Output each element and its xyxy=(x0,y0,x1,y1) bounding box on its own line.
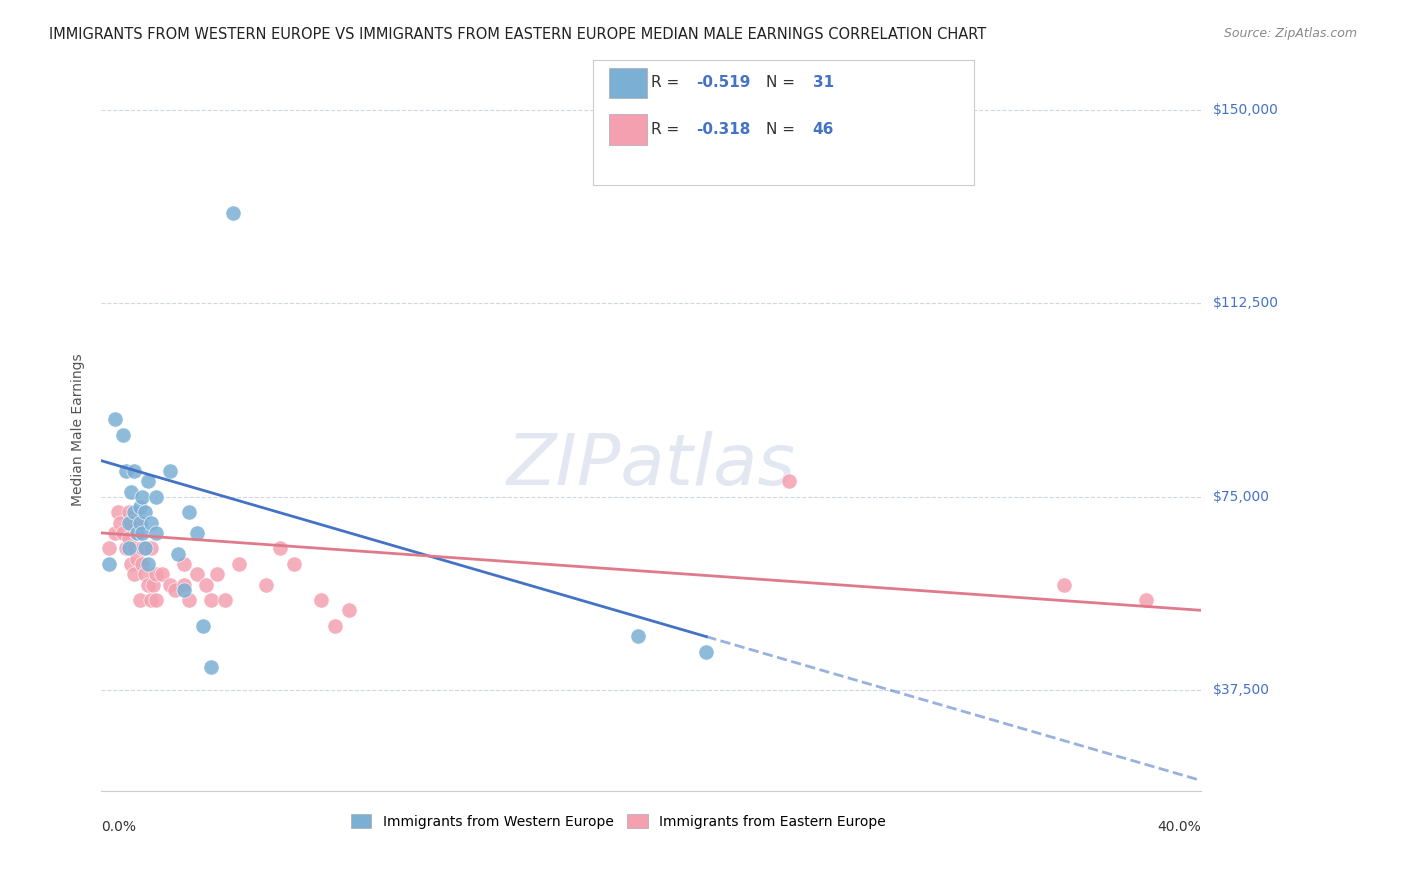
Point xyxy=(228,557,250,571)
Point xyxy=(122,567,145,582)
Point xyxy=(125,525,148,540)
Point xyxy=(131,541,153,556)
Point xyxy=(150,567,173,582)
Point xyxy=(121,516,143,530)
Text: $150,000: $150,000 xyxy=(1212,103,1278,117)
Text: R =: R = xyxy=(651,122,685,136)
Point xyxy=(128,516,150,530)
Point xyxy=(254,577,277,591)
Text: R =: R = xyxy=(651,76,685,90)
Y-axis label: Median Male Earnings: Median Male Earnings xyxy=(72,353,86,506)
Text: N =: N = xyxy=(766,76,800,90)
Point xyxy=(122,505,145,519)
Point xyxy=(131,557,153,571)
Point xyxy=(107,505,129,519)
Point xyxy=(115,541,138,556)
Point xyxy=(112,525,135,540)
Point xyxy=(269,541,291,556)
Point xyxy=(145,567,167,582)
Point xyxy=(128,516,150,530)
Point xyxy=(200,660,222,674)
Point xyxy=(131,490,153,504)
Point xyxy=(309,593,332,607)
Point xyxy=(118,541,141,556)
Point xyxy=(121,484,143,499)
Point xyxy=(121,557,143,571)
Point xyxy=(142,577,165,591)
Point xyxy=(205,567,228,582)
Point xyxy=(139,516,162,530)
Text: $75,000: $75,000 xyxy=(1212,490,1270,504)
Text: -0.318: -0.318 xyxy=(696,122,751,136)
Point xyxy=(98,541,121,556)
Point xyxy=(179,505,201,519)
Point xyxy=(104,525,127,540)
Point xyxy=(115,464,138,478)
Point xyxy=(134,541,156,556)
Point xyxy=(110,516,132,530)
Text: ZIPatlas: ZIPatlas xyxy=(506,432,796,500)
Point xyxy=(191,619,214,633)
Point xyxy=(134,505,156,519)
Text: Source: ZipAtlas.com: Source: ZipAtlas.com xyxy=(1223,27,1357,40)
Point xyxy=(112,428,135,442)
Point xyxy=(122,464,145,478)
Point xyxy=(118,505,141,519)
Point xyxy=(128,593,150,607)
Point xyxy=(165,582,187,597)
Point xyxy=(145,593,167,607)
Point xyxy=(173,557,195,571)
Text: -0.519: -0.519 xyxy=(696,76,751,90)
Point xyxy=(118,516,141,530)
Point xyxy=(128,500,150,515)
Point xyxy=(214,593,236,607)
Point xyxy=(145,490,167,504)
Point xyxy=(200,593,222,607)
Point xyxy=(179,593,201,607)
Text: 46: 46 xyxy=(813,122,834,136)
Point xyxy=(778,475,800,489)
Point xyxy=(118,531,141,545)
Point xyxy=(136,557,159,571)
Point xyxy=(186,525,208,540)
Point xyxy=(167,547,190,561)
Point xyxy=(626,629,648,643)
Point xyxy=(134,567,156,582)
Text: 31: 31 xyxy=(813,76,834,90)
Point xyxy=(98,557,121,571)
Point xyxy=(136,577,159,591)
Point xyxy=(337,603,360,617)
Point xyxy=(139,541,162,556)
Point xyxy=(122,541,145,556)
Text: 40.0%: 40.0% xyxy=(1157,820,1201,834)
Point xyxy=(131,525,153,540)
Point xyxy=(194,577,217,591)
Point xyxy=(136,475,159,489)
Point xyxy=(173,582,195,597)
Point xyxy=(695,644,717,658)
Point xyxy=(139,593,162,607)
Point xyxy=(323,619,346,633)
Text: $112,500: $112,500 xyxy=(1212,296,1278,310)
Text: IMMIGRANTS FROM WESTERN EUROPE VS IMMIGRANTS FROM EASTERN EUROPE MEDIAN MALE EAR: IMMIGRANTS FROM WESTERN EUROPE VS IMMIGR… xyxy=(49,27,987,42)
Text: 0.0%: 0.0% xyxy=(101,820,136,834)
Point xyxy=(222,206,245,220)
Point xyxy=(283,557,305,571)
Point xyxy=(1135,593,1157,607)
Point xyxy=(1053,577,1076,591)
Point xyxy=(159,464,181,478)
Legend: Immigrants from Western Europe, Immigrants from Eastern Europe: Immigrants from Western Europe, Immigran… xyxy=(344,809,891,835)
Point xyxy=(125,551,148,566)
Text: N =: N = xyxy=(766,122,800,136)
Point xyxy=(186,567,208,582)
Point xyxy=(125,525,148,540)
Point xyxy=(173,577,195,591)
Point xyxy=(104,412,127,426)
Text: $37,500: $37,500 xyxy=(1212,683,1270,698)
Point xyxy=(159,577,181,591)
Point xyxy=(145,525,167,540)
